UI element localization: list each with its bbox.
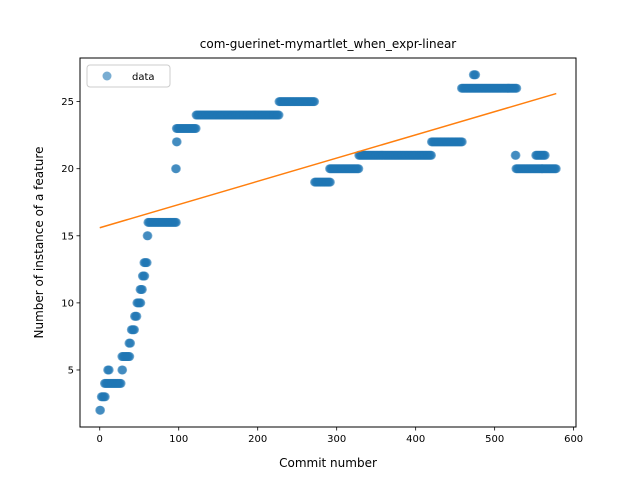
legend-label: data [132, 72, 155, 83]
x-tick-label: 500 [485, 434, 504, 445]
y-tick-label: 5 [68, 365, 74, 376]
data-point [310, 97, 319, 106]
data-point [117, 379, 126, 388]
data-point [130, 325, 139, 334]
legend-box [87, 65, 170, 87]
data-point [101, 392, 110, 401]
data-point [132, 312, 141, 321]
y-tick-label: 15 [61, 231, 74, 242]
data-point [552, 164, 561, 173]
y-tick-label: 10 [61, 298, 74, 309]
data-point [172, 218, 181, 227]
data-point [326, 178, 335, 187]
x-tick-label: 100 [169, 434, 188, 445]
data-point [105, 365, 114, 374]
data-point [275, 111, 284, 120]
data-point [471, 70, 480, 79]
data-point [143, 231, 152, 240]
data-point [126, 339, 135, 348]
x-tick-label: 200 [248, 434, 267, 445]
data-point [118, 365, 127, 374]
data-point [136, 298, 145, 307]
x-tick-label: 600 [564, 434, 583, 445]
data-point [138, 285, 147, 294]
x-tick-label: 300 [327, 434, 346, 445]
data-point [354, 164, 363, 173]
data-point [173, 137, 182, 146]
data-point [140, 272, 149, 281]
y-tick-label: 20 [61, 164, 74, 175]
data-point [143, 258, 152, 267]
data-point [96, 406, 105, 415]
x-axis-title: Commit number [279, 456, 377, 470]
legend-marker [103, 72, 112, 81]
data-point [511, 151, 520, 160]
data-point [172, 164, 181, 173]
y-axis-title: Number of instance of a feature [32, 147, 46, 339]
data-point [512, 84, 521, 93]
y-tick-label: 25 [61, 97, 74, 108]
data-point [125, 352, 134, 361]
legend: data [87, 65, 170, 87]
data-point [541, 151, 550, 160]
data-point [427, 151, 436, 160]
chart-title: com-guerinet-mymartlet_when_expr-linear [200, 37, 457, 51]
data-point [192, 124, 201, 133]
x-tick-label: 0 [97, 434, 103, 445]
data-point [458, 137, 467, 146]
x-tick-label: 400 [406, 434, 425, 445]
